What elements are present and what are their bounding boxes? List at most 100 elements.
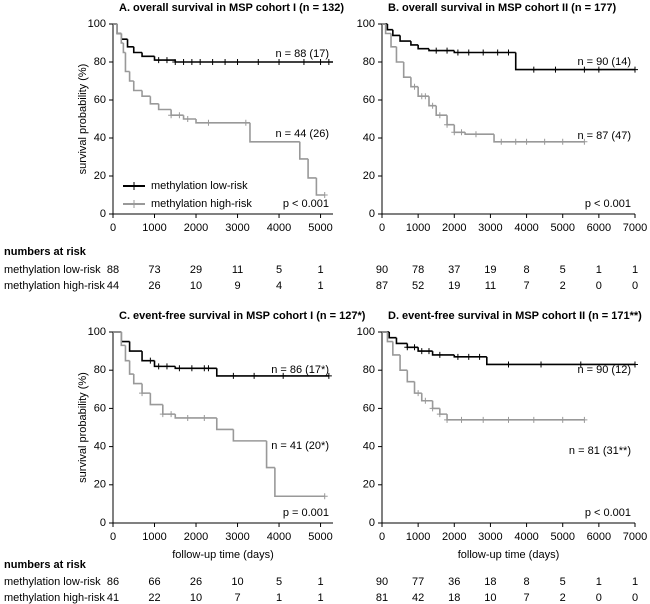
curve-label: n = 88 (17) [275, 48, 329, 60]
survival-step [132, 46, 143, 54]
at-risk-count: 1 [596, 576, 602, 588]
x-tick-label: 3000 [225, 222, 249, 234]
at-risk-count: 2 [560, 592, 566, 604]
survival-step [406, 370, 415, 383]
x-tick-label: 2000 [442, 222, 466, 234]
y-tick-label: 100 [357, 18, 375, 30]
censor-mark [163, 363, 170, 370]
at-risk-count: 10 [190, 592, 202, 604]
censor-mark [433, 47, 440, 54]
survival-step [453, 124, 466, 134]
x-tick-label: 0 [379, 531, 385, 543]
censor-mark [242, 119, 249, 126]
censor-mark [411, 83, 418, 90]
censor-mark [418, 348, 425, 355]
censor-mark [197, 59, 204, 65]
at-risk-count: 19 [484, 264, 496, 276]
censor-mark [458, 416, 465, 423]
censor-mark [476, 353, 483, 360]
at-risk-count: 90 [376, 264, 388, 276]
censor-mark [234, 59, 241, 65]
curve-label: n = 90 (14) [577, 56, 631, 68]
censor-mark [581, 138, 588, 145]
x-tick-label: 5000 [550, 222, 574, 234]
censor-mark [577, 361, 584, 368]
at-risk-count: 29 [190, 264, 202, 276]
curve-label: n = 81 (31**) [569, 445, 631, 457]
censor-mark [205, 365, 212, 372]
survival-step [428, 48, 455, 52]
at-risk-count: 1 [632, 576, 638, 588]
x-axis-label: follow-up time (days) [172, 549, 273, 561]
censor-mark [523, 138, 530, 145]
at-risk-count: 0 [596, 280, 602, 292]
at-risk-title: numbers at risk [4, 246, 87, 258]
panel-title: D. event-free survival in MSP cohort II … [388, 310, 642, 322]
at-risk-count: 19 [448, 280, 460, 292]
censor-mark [209, 59, 216, 65]
survival-step [124, 52, 130, 73]
censor-mark [498, 138, 505, 145]
censor-mark [176, 112, 183, 119]
survival-step [126, 39, 134, 48]
survival-step [120, 33, 124, 44]
survival-step [120, 332, 126, 347]
survival-step [128, 360, 134, 375]
censor-mark [458, 129, 465, 136]
survival-step [162, 404, 176, 415]
survival-step [486, 356, 635, 366]
survival-step [399, 354, 408, 371]
x-tick-label: 2000 [184, 222, 208, 234]
survival-step [417, 86, 429, 97]
censor-mark [480, 416, 487, 423]
x-tick-label: 5000 [308, 222, 332, 234]
survival-step [195, 119, 250, 124]
at-risk-count: 1 [276, 592, 282, 604]
censor-mark [632, 66, 638, 73]
survival-step [386, 332, 393, 343]
survival-step [265, 440, 275, 469]
y-tick-label: 80 [94, 56, 106, 68]
at-risk-count: 1 [317, 576, 323, 588]
x-tick-label: 1000 [142, 222, 166, 234]
survival-step [386, 24, 393, 31]
censor-mark [176, 365, 183, 372]
x-tick-label: 2000 [184, 531, 208, 543]
at-risk-count: 5 [276, 576, 282, 588]
survival-step [174, 414, 217, 419]
censor-mark [454, 353, 461, 360]
curve-label: n = 86 (17*) [271, 364, 329, 376]
at-risk-count: 81 [376, 592, 388, 604]
survival-step [388, 332, 397, 339]
survival-step [124, 345, 130, 362]
y-tick-label: 80 [363, 364, 375, 376]
censor-mark [321, 493, 328, 500]
censor-mark [415, 390, 422, 397]
censor-mark [451, 129, 458, 136]
censor-mark [172, 59, 179, 65]
survival-step [128, 71, 134, 82]
panel-title: C. event-free survival in MSP cohort I (… [119, 310, 366, 322]
survival-step [406, 343, 419, 349]
at-risk-count: 1 [596, 264, 602, 276]
survival-step [170, 109, 184, 116]
censor-mark [465, 49, 472, 56]
censor-mark [436, 351, 443, 358]
y-tick-label: 20 [94, 170, 106, 182]
censor-mark [155, 57, 162, 64]
censor-mark [159, 411, 166, 418]
censor-mark [465, 353, 472, 360]
survival-step [141, 351, 155, 362]
survival-step [157, 103, 172, 111]
at-risk-count: 9 [234, 280, 240, 292]
panel-title: A. overall survival in MSP cohort I (n =… [119, 2, 344, 14]
censor-mark [429, 405, 436, 412]
at-risk-count: 88 [107, 264, 119, 276]
survival-step [120, 33, 128, 40]
survival-step [182, 115, 197, 120]
x-tick-label: 1000 [406, 531, 430, 543]
at-risk-count: 26 [190, 576, 202, 588]
survival-step [232, 429, 267, 442]
at-risk-count: 5 [560, 264, 566, 276]
p-value: p < 0.001 [585, 507, 631, 519]
